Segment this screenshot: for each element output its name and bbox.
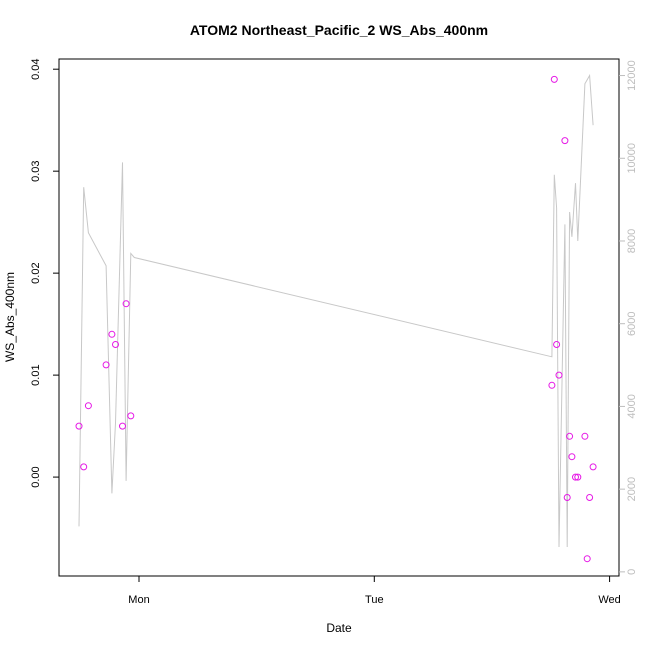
data-point <box>102 361 110 369</box>
data-point <box>84 402 92 410</box>
data-point <box>122 300 130 308</box>
plot-frame <box>58 58 620 577</box>
data-point <box>568 453 576 461</box>
y2-tick-label: 8000 <box>626 229 638 253</box>
y2-tick-label: 6000 <box>626 311 638 335</box>
left-axis: 0.00 0.01 0.02 0.03 0.04 <box>30 58 59 488</box>
series-line <box>78 73 594 548</box>
data-point <box>119 422 126 430</box>
y2-tick-label: 2000 <box>626 477 638 501</box>
y-tick-label: 0.04 <box>30 58 42 79</box>
data-point <box>561 137 569 145</box>
x-tick-label: Tue <box>365 594 384 606</box>
right-axis: 0 2000 4000 6000 8000 10000 12000 <box>619 60 638 575</box>
data-point <box>589 463 597 471</box>
y2-tick-label: 4000 <box>626 394 638 418</box>
y2-tick-label: 0 <box>626 569 638 575</box>
data-point <box>108 330 116 338</box>
y-tick-label: 0.01 <box>30 364 42 385</box>
y-tick-label: 0.02 <box>30 262 42 283</box>
data-point <box>553 341 561 348</box>
y2-tick-label: 12000 <box>626 60 638 91</box>
y-tick-label: 0.00 <box>30 466 42 487</box>
x-tick-label: Wed <box>598 594 620 606</box>
data-point <box>583 555 591 563</box>
data-point <box>563 494 571 501</box>
data-point <box>566 432 574 440</box>
line-series <box>78 73 594 548</box>
data-point <box>127 412 135 420</box>
data-point <box>572 473 579 481</box>
bottom-axis: Mon Tue Wed <box>128 576 621 606</box>
data-point <box>80 463 88 471</box>
y-axis-label: WS_Abs_400nm <box>3 272 17 362</box>
chart-title: ATOM2 Northeast_Pacific_2 WS_Abs_400nm <box>190 22 488 38</box>
data-point <box>75 422 83 430</box>
y2-tick-label: 10000 <box>626 143 638 174</box>
x-axis-label: Date <box>326 621 352 635</box>
y-tick-label: 0.03 <box>30 160 42 181</box>
data-point <box>112 341 119 348</box>
data-point <box>586 494 594 501</box>
data-point <box>548 381 556 389</box>
x-tick-label: Mon <box>128 594 149 606</box>
point-series <box>75 75 597 563</box>
data-point <box>581 432 589 440</box>
data-point <box>555 371 563 379</box>
data-point <box>550 75 558 83</box>
data-point <box>574 473 582 481</box>
